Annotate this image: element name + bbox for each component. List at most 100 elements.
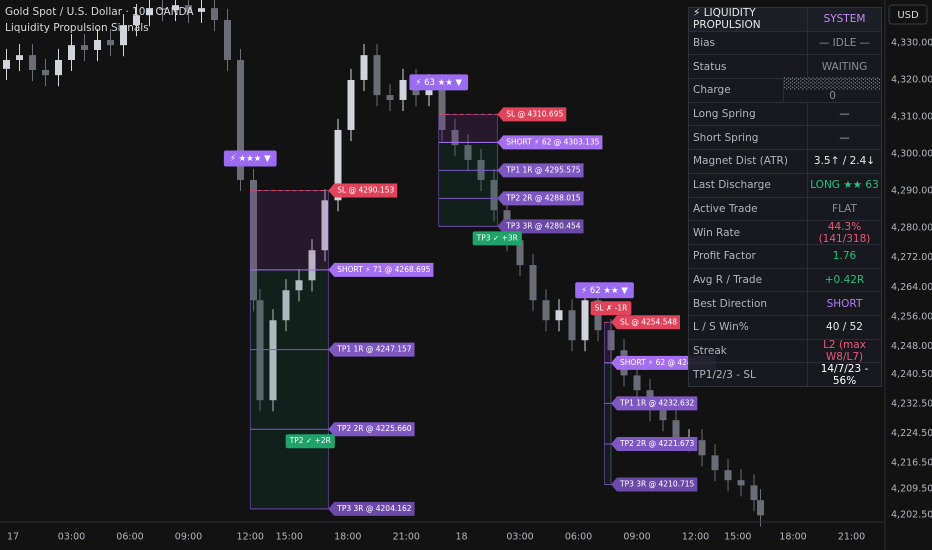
x-tick-label: 03:00: [58, 532, 85, 543]
row-label: Short Spring: [689, 126, 808, 150]
candle-body: [360, 55, 368, 80]
y-tick-label: 4,320.000: [891, 74, 932, 85]
candle-body: [81, 45, 89, 50]
row-value: SHORT: [826, 297, 863, 310]
level-tag: [328, 183, 398, 198]
risk-zone: [604, 321, 612, 364]
panel-row: Charge ░░░░░░░░░░░░ 0: [689, 78, 881, 102]
level-label: TP1 1R @ 4247.157: [336, 345, 412, 354]
y-tick-label: 4,224.500: [891, 428, 932, 439]
signal-marker: ⚡ 63 ★★ ▼: [415, 78, 462, 88]
panel-row: Bias — IDLE —: [689, 30, 881, 55]
panel-row: Short Spring —: [689, 125, 881, 150]
level-tag: [497, 219, 584, 234]
reward-zone: [438, 142, 498, 227]
candle-body: [198, 8, 206, 12]
currency[interactable]: USD: [897, 10, 919, 21]
candle-body: [269, 320, 277, 401]
candle-body: [172, 5, 180, 10]
candle-body: [55, 59, 63, 76]
row-label: Profit Factor: [689, 244, 808, 268]
y-tick-label: 4,280.000: [891, 223, 932, 234]
y-tick-label: 4,232.500: [891, 398, 932, 409]
x-tick-label: 06:00: [116, 532, 143, 543]
level-tag: [497, 135, 603, 150]
level-label: TP3 3R @ 4204.162: [336, 504, 412, 513]
x-tick-label: 09:00: [623, 532, 650, 543]
x-tick-label: 06:00: [565, 532, 592, 543]
signal-marker-box: [409, 74, 469, 91]
candle-body: [438, 85, 446, 130]
panel-row: Win Rate 44.3% (141/318): [689, 220, 881, 245]
panel-row: L / S Win% 40 / 52: [689, 314, 881, 339]
level-label: SL @ 4290.153: [337, 185, 394, 194]
y-tick-label: 4,209.500: [891, 484, 932, 495]
row-value: —: [839, 108, 850, 121]
candle-body: [295, 280, 303, 291]
level-label: TP3 3R @ 4210.715: [619, 480, 695, 489]
level-label: SHORT ⚡ 71 @ 4268.695: [337, 265, 430, 274]
y-tick-label: 4,248.000: [891, 341, 932, 352]
row-label: L / S Win%: [689, 315, 808, 339]
y-tick-label: 4,290.000: [891, 186, 932, 197]
row-label: Magnet Dist (ATR): [689, 150, 808, 173]
x-tick-label: 03:00: [506, 532, 533, 543]
candle-body: [347, 79, 355, 130]
candle-body: [451, 129, 459, 146]
panel-title: ⚡ LIQUIDITY PROPULSION: [689, 7, 808, 31]
candle-body: [185, 5, 193, 12]
panel-row: Best Direction SHORT: [689, 291, 881, 315]
candle-body: [373, 55, 381, 96]
symbol-title: Gold Spot / U.S. Dollar · 10 · OANDA: [5, 6, 194, 18]
level-label: TP2 2R @ 4225.660: [336, 424, 412, 433]
currency-box[interactable]: [888, 4, 928, 25]
candle-body: [94, 39, 102, 50]
row-label: Status: [689, 55, 808, 79]
row-label: Win Rate: [689, 221, 808, 244]
candle-body: [120, 25, 128, 46]
x-tick-label: 15:00: [276, 532, 303, 543]
panel-row: Streak L2 (max W8/L7): [689, 338, 881, 363]
y-tick-label: 4,256.000: [891, 311, 932, 322]
candle-body: [464, 145, 472, 160]
level-label: TP2 2R @ 4221.673: [619, 439, 695, 448]
candle-body: [672, 420, 680, 441]
candle-body: [399, 79, 407, 100]
level-label: SL @ 4254.548: [620, 317, 677, 326]
level-tag: [611, 315, 681, 330]
level-tag: [611, 477, 698, 492]
candle-body: [159, 8, 167, 10]
panel-row: TP1/2/3 - SL 14/7/23 - 56%: [689, 362, 881, 387]
row-value: 44.3% (141/318): [818, 220, 871, 245]
row-value: 40 / 52: [826, 321, 863, 334]
price-axis: [885, 0, 932, 550]
candle-body: [3, 59, 11, 69]
level-label: TP2 2R @ 4288.015: [505, 193, 581, 202]
candle-body: [724, 470, 732, 481]
signal-marker-box: [223, 150, 277, 167]
x-tick-label: 12:00: [237, 532, 264, 543]
row-label: Long Spring: [689, 102, 808, 126]
level-tag: [497, 163, 584, 178]
row-label: TP1/2/3 - SL: [689, 363, 808, 386]
candle-body: [542, 300, 550, 321]
candle-body: [224, 19, 232, 60]
candle-body: [256, 300, 264, 401]
level-label: SL @ 4310.695: [506, 109, 563, 118]
candle-body: [757, 500, 765, 516]
candle-body: [68, 45, 76, 60]
level-tag: [497, 191, 584, 206]
row-value: FLAT: [832, 202, 857, 215]
y-tick-label: 4,216.500: [891, 458, 932, 469]
candle-body: [386, 95, 394, 100]
level-tag: [497, 107, 567, 122]
y-tick-label: 4,272.000: [891, 252, 932, 263]
candle-body: [568, 310, 576, 341]
level-tag: [611, 396, 698, 411]
reward-zone: [249, 269, 329, 510]
candle-body: [321, 200, 329, 251]
row-value: ░░░░░░░░░░░░ 0: [784, 78, 881, 103]
row-value: 3.5↑ / 2.4↓: [813, 155, 876, 168]
candle-body: [16, 55, 24, 60]
level-label: SHORT ⚡ 62 @ 4243.590: [620, 358, 713, 367]
